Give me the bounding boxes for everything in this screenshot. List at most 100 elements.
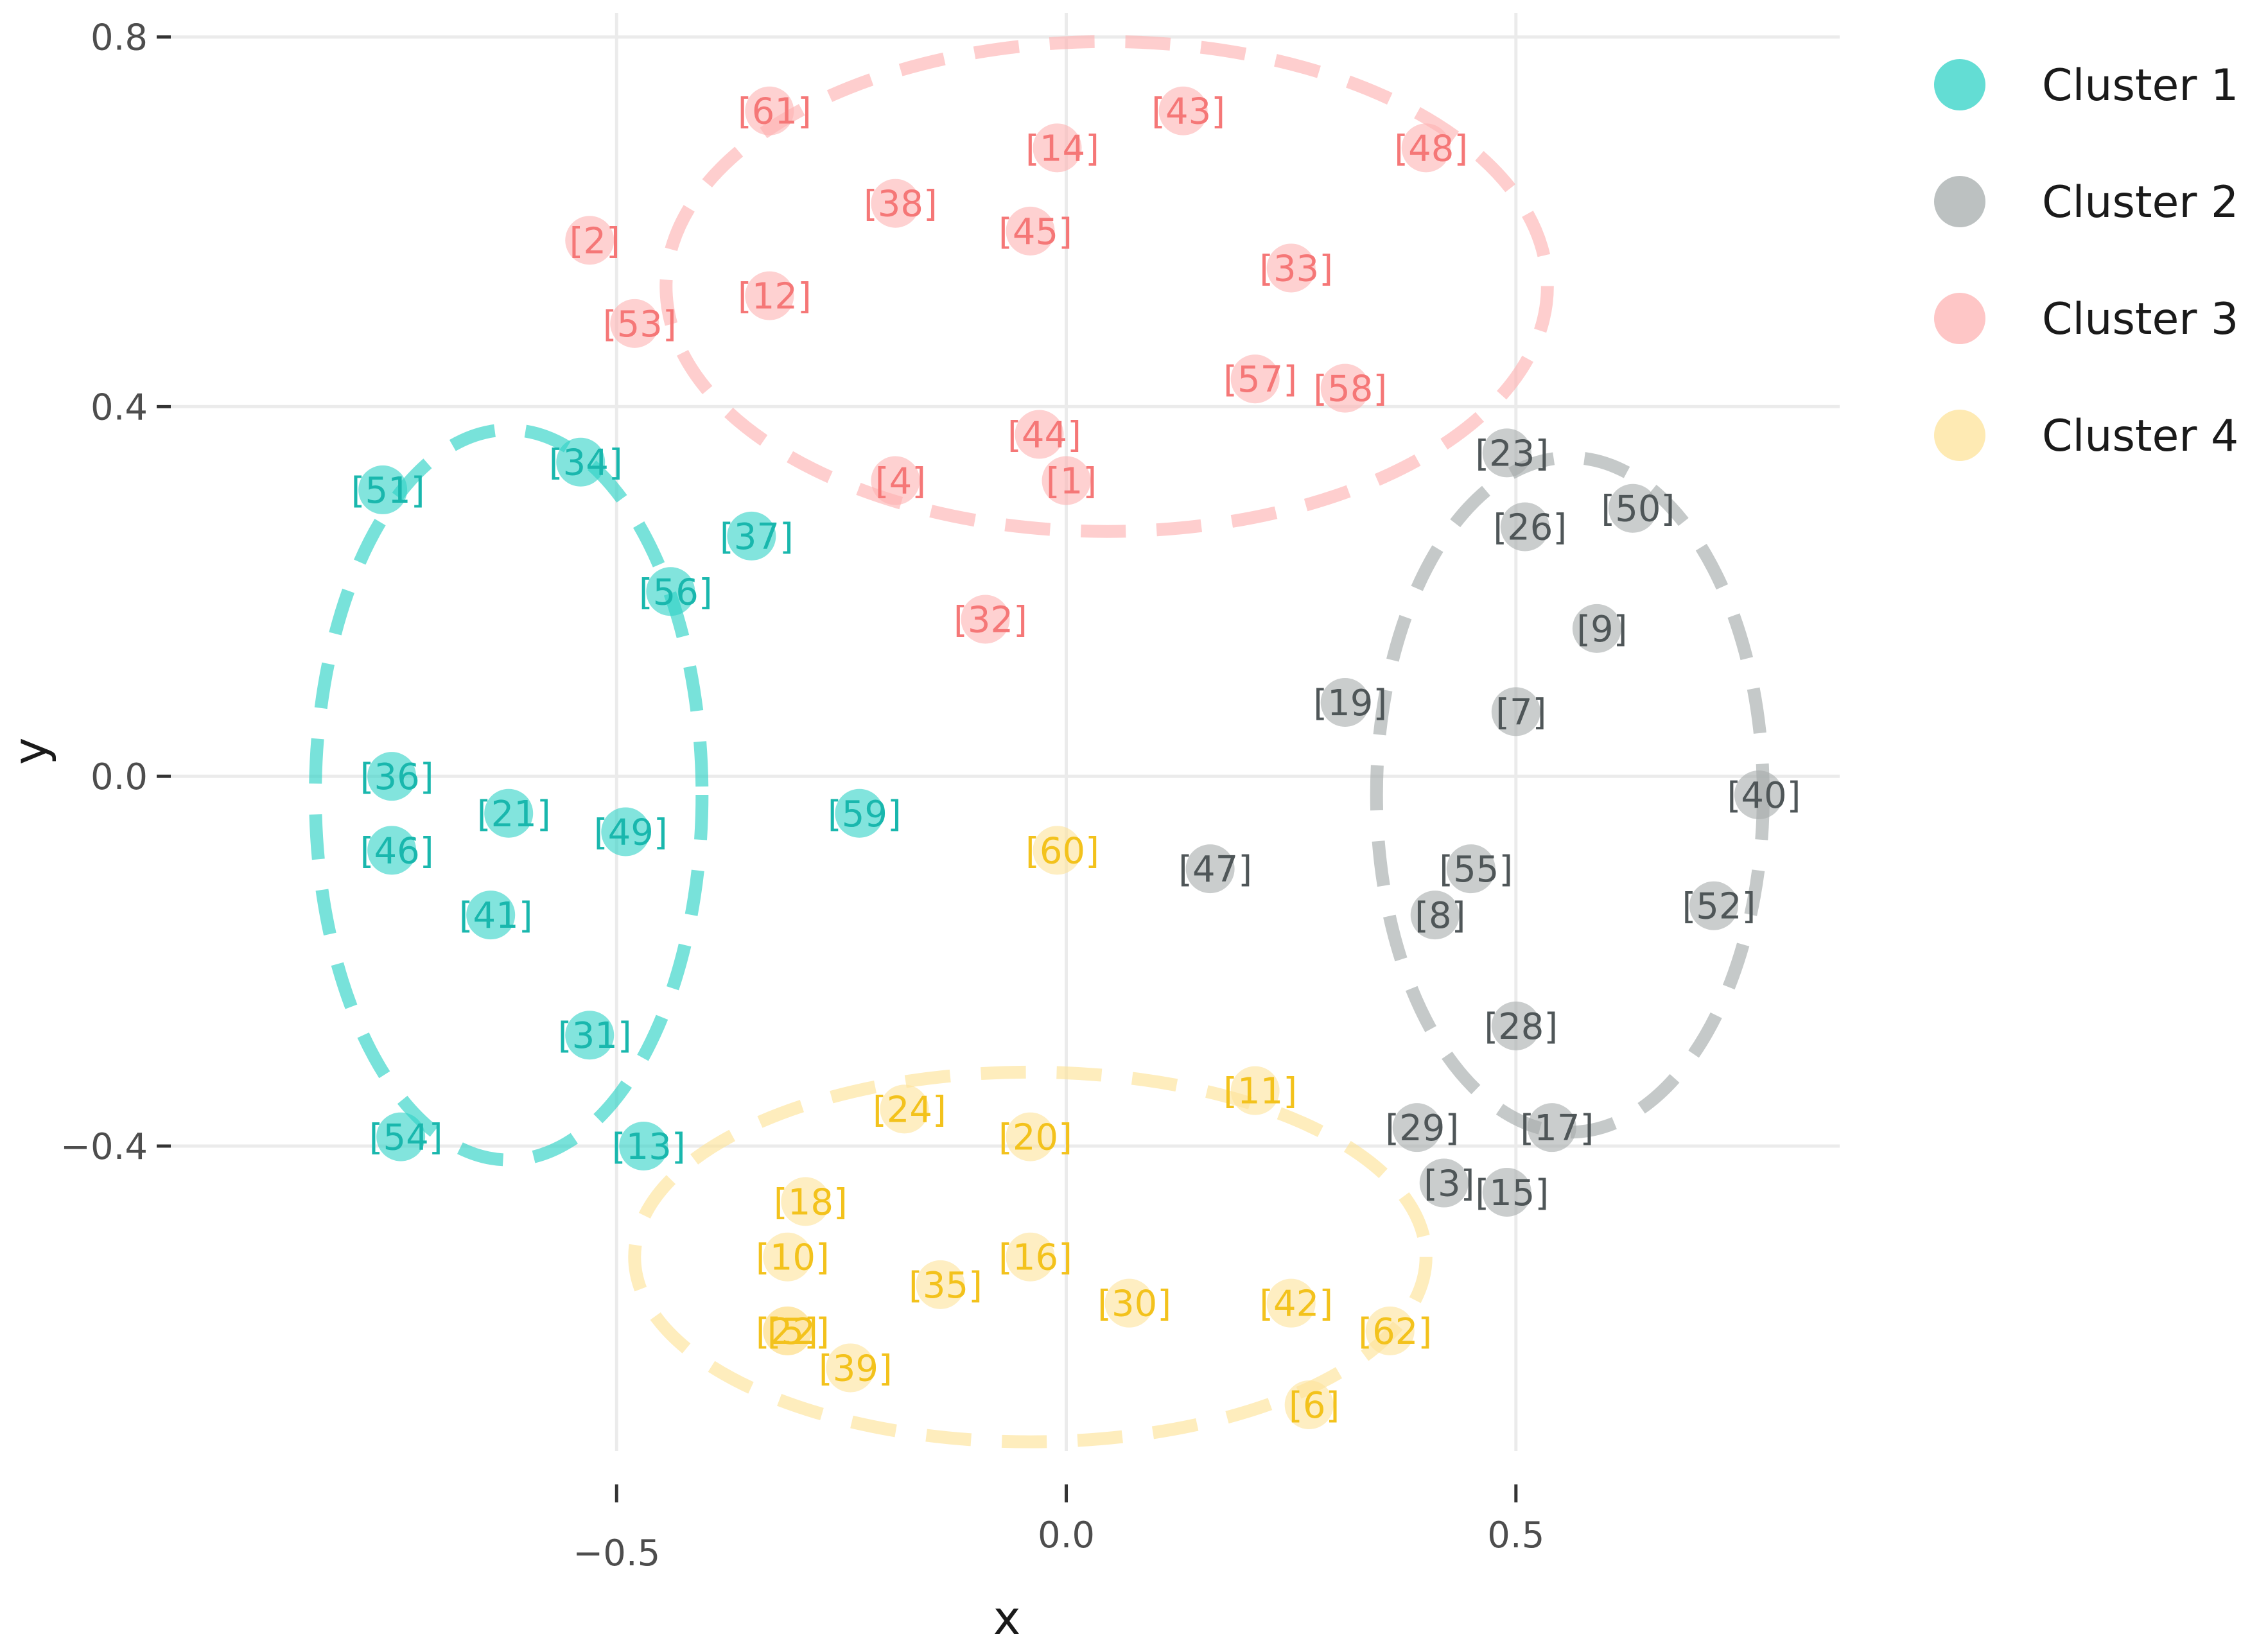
- point-label: [6]: [1289, 1385, 1339, 1427]
- data-point: [1266, 1278, 1316, 1328]
- data-point: [646, 567, 695, 616]
- data-point: [1042, 456, 1091, 505]
- point-label: [62]: [1358, 1311, 1432, 1353]
- x-axis-title: x: [993, 1591, 1021, 1645]
- data-point: [601, 807, 650, 856]
- point-label: [2]: [570, 220, 620, 262]
- point-label: [24]: [873, 1089, 946, 1131]
- grid-layer: [167, 13, 1840, 1451]
- data-point: [1572, 604, 1621, 653]
- point-label: [1]: [1046, 461, 1097, 503]
- data-point: [1230, 354, 1280, 404]
- data-point: [781, 1177, 830, 1226]
- data-point: [1482, 428, 1531, 478]
- cluster-ellipse: [659, 35, 1554, 538]
- point-label: [38]: [864, 184, 937, 225]
- data-point: [1006, 1232, 1055, 1282]
- point-label: [34]: [549, 442, 623, 484]
- legend-key: [1934, 410, 1985, 461]
- point-label: [20]: [999, 1117, 1072, 1159]
- point-label: [45]: [999, 211, 1072, 253]
- data-point: [565, 1011, 615, 1060]
- data-point: [619, 1121, 668, 1170]
- legend-label: Cluster 1: [2042, 60, 2238, 111]
- point-label: [55]: [1439, 849, 1513, 891]
- point-label: [41]: [459, 895, 533, 937]
- point-label: [14]: [1025, 128, 1099, 170]
- data-point: [961, 595, 1010, 644]
- data-point: [826, 1343, 875, 1393]
- point-label: [28]: [1484, 1006, 1558, 1048]
- data-point: [1015, 410, 1064, 459]
- data-points: [358, 86, 1783, 1430]
- point-label: [3]: [1424, 1163, 1474, 1205]
- y-tick-label: 0.8: [91, 17, 148, 59]
- data-point: [556, 437, 606, 487]
- data-point: [1006, 206, 1055, 256]
- point-label: [57]: [1223, 359, 1297, 401]
- legend-key: [1934, 293, 1985, 344]
- data-point: [1392, 1103, 1442, 1152]
- x-tick-label: 0.0: [1038, 1515, 1095, 1556]
- cluster-ellipse: [309, 423, 709, 1167]
- data-point: [1608, 483, 1657, 533]
- legend-key: [1934, 176, 1985, 227]
- data-point: [1033, 826, 1082, 875]
- y-tick-label: 0.0: [91, 756, 148, 798]
- data-point: [1033, 123, 1082, 173]
- data-point: [1365, 1306, 1415, 1355]
- point-label: [49]: [594, 812, 668, 854]
- cluster-ellipse: [1370, 451, 1770, 1139]
- data-point: [1006, 1112, 1055, 1161]
- point-label: [50]: [1601, 489, 1675, 530]
- point-label: [21]: [477, 794, 551, 835]
- x-tick-label: 0.5: [1487, 1515, 1544, 1556]
- point-label: [5]: [767, 1311, 818, 1353]
- data-point: [565, 216, 615, 265]
- data-point: [1158, 86, 1208, 135]
- point-label: [59]: [828, 794, 902, 835]
- data-point: [1266, 243, 1316, 293]
- data-point: [835, 788, 884, 838]
- point-label: [15]: [1475, 1172, 1549, 1214]
- legend-key: [1934, 59, 1985, 110]
- point-label: [54]: [369, 1117, 443, 1159]
- legend-label: Cluster 2: [2042, 177, 2238, 228]
- point-label: [4]: [875, 461, 926, 503]
- data-point: [1410, 891, 1460, 940]
- data-point: [1689, 881, 1738, 930]
- point-label: [30]: [1097, 1283, 1171, 1325]
- point-label: [37]: [720, 516, 794, 558]
- legend-label: Cluster 3: [2042, 294, 2238, 345]
- point-label: [48]: [1394, 128, 1468, 170]
- data-point: [484, 788, 534, 838]
- point-label: [8]: [1415, 895, 1465, 937]
- data-point: [1482, 1167, 1531, 1217]
- data-point: [1491, 687, 1540, 736]
- point-label: [47]: [1178, 849, 1252, 891]
- point-label: [39]: [819, 1348, 893, 1389]
- data-point: [871, 456, 920, 505]
- data-point: [727, 511, 776, 561]
- data-point: [880, 1084, 929, 1134]
- data-point: [1185, 844, 1235, 894]
- point-label: [46]: [360, 830, 434, 872]
- point-label: [35]: [909, 1265, 982, 1307]
- point-labels: [51] [34] [37][56] [36] [21] [49] [46] [59] [41]…: [351, 91, 1801, 1427]
- data-point: [367, 826, 417, 875]
- data-point: [1230, 1066, 1280, 1115]
- point-label: [12]: [738, 276, 812, 318]
- data-point: [763, 1306, 812, 1355]
- data-point: [1320, 678, 1370, 727]
- data-point: [358, 465, 408, 514]
- point-label: [51]: [351, 470, 425, 512]
- legend: Cluster 1 Cluster 2 Cluster 3 Cluster 4: [1934, 59, 2238, 462]
- point-label: [53]: [603, 304, 677, 345]
- point-label: [43]: [1151, 91, 1225, 133]
- point-label: [33]: [1259, 248, 1333, 290]
- point-label: [52]: [1682, 886, 1756, 928]
- y-tick-label: 0.4: [91, 387, 148, 428]
- data-point: [871, 178, 920, 228]
